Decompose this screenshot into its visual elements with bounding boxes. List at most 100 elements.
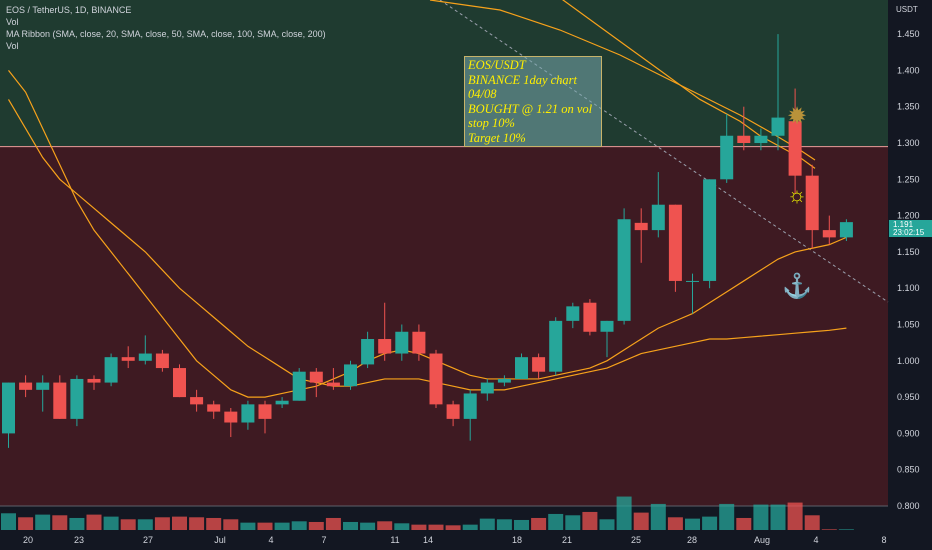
candle-body — [258, 404, 272, 419]
y-tick-label: 1.150 — [897, 247, 920, 257]
volume-bar — [86, 514, 102, 530]
currency-label: USDT — [896, 5, 918, 14]
price-axis-bg — [888, 0, 932, 550]
candle-body — [480, 382, 494, 394]
candle-body — [566, 306, 580, 321]
volume-bar — [1, 513, 16, 530]
x-tick-label: 28 — [687, 535, 697, 545]
y-tick-label: 0.900 — [897, 428, 920, 438]
countdown: 23:02:15 — [893, 228, 925, 237]
chart-legend: EOS / TetherUS, 1D, BINANCE Vol MA Ribbo… — [6, 4, 326, 52]
candle-body — [241, 404, 255, 423]
volume-bar — [445, 525, 461, 530]
volume-bar — [172, 516, 187, 530]
candle-body — [839, 222, 853, 238]
volume-bar — [496, 519, 512, 530]
legend-symbol[interactable]: EOS / TetherUS, 1D, BINANCE — [6, 5, 132, 15]
candle-body — [634, 222, 648, 231]
candle-body — [2, 382, 15, 434]
x-tick-label: Jul — [214, 535, 226, 545]
candle-body — [395, 331, 409, 354]
volume-bar — [565, 515, 581, 530]
candle-body — [36, 382, 50, 390]
candle-body — [822, 230, 836, 238]
candle-body — [600, 320, 614, 332]
volume-bar — [223, 519, 239, 530]
legend-ma-ribbon[interactable]: MA Ribbon (SMA, close, 20, SMA, close, 5… — [6, 29, 326, 39]
y-tick-label: 1.400 — [897, 65, 920, 75]
candle-body — [104, 357, 118, 383]
candle-body — [549, 320, 563, 372]
candle-body — [532, 357, 546, 372]
candle-body — [617, 219, 631, 321]
note-line-6: Target 10% — [468, 130, 526, 145]
volume-bar — [479, 518, 495, 530]
volume-bar — [428, 524, 444, 530]
volume-bar — [52, 515, 68, 530]
candle-body — [583, 302, 597, 332]
lower-zone — [0, 146, 888, 506]
volume-bar — [462, 524, 478, 530]
candle-body — [155, 353, 169, 369]
x-tick-label: 25 — [631, 535, 641, 545]
volume-bar — [240, 522, 256, 530]
volume-bar — [411, 524, 427, 530]
gear-sun-icon: ✹ — [787, 103, 807, 130]
note-line-1: EOS/USDT — [468, 58, 526, 72]
volume-bar — [308, 521, 324, 530]
volume-bar — [137, 519, 153, 530]
candle-body — [771, 117, 785, 136]
volume-bar — [770, 504, 786, 530]
y-tick-label: 1.100 — [897, 283, 920, 293]
candle-body — [70, 378, 84, 419]
anchor-icon: ⚓ — [782, 272, 812, 300]
x-tick-label: 11 — [390, 535, 399, 545]
volume-bar — [599, 519, 615, 530]
candle-body — [497, 378, 511, 383]
candle-body — [87, 378, 101, 383]
sun-icon: ☼ — [787, 182, 807, 207]
volume-bar — [360, 522, 376, 530]
candle-body — [378, 339, 392, 354]
legend-vol[interactable]: Vol — [6, 17, 19, 27]
ma-100-line — [429, 0, 816, 161]
volume-bar — [325, 517, 341, 530]
candle-body — [703, 179, 717, 281]
volume-bar — [633, 512, 649, 530]
candle-body — [309, 371, 323, 383]
volume-bar — [736, 517, 752, 530]
volume-bar — [804, 515, 820, 530]
candle-body — [805, 175, 819, 231]
note-line-5: stop 10% — [468, 116, 515, 130]
volume-bar — [787, 502, 803, 530]
volume-bar — [531, 517, 547, 530]
volume-bar — [154, 517, 170, 530]
candle-body — [275, 400, 289, 405]
candle-body — [668, 204, 682, 281]
note-line-3: 04/08 — [468, 87, 497, 101]
volume-bar — [702, 516, 718, 530]
volume-bar — [206, 517, 222, 530]
volume-bar — [377, 521, 393, 530]
x-tick-label: 27 — [143, 535, 153, 545]
ma-50-line — [7, 99, 847, 391]
x-tick-label: 4 — [268, 535, 273, 545]
volume-bar — [548, 513, 564, 530]
volume-bar — [667, 517, 683, 530]
trade-note[interactable]: EOS/USDT BINANCE 1day chart 04/08 BOUGHT… — [464, 56, 602, 147]
candle-body — [788, 121, 802, 176]
candle-body — [121, 357, 135, 361]
candle-body — [754, 135, 768, 143]
candle-body — [19, 382, 33, 390]
candle-body — [651, 204, 665, 231]
x-tick-label: 14 — [423, 535, 433, 545]
candle-body — [412, 331, 426, 354]
volume-bar — [753, 504, 769, 530]
x-tick-label: Aug — [754, 535, 770, 545]
volume-bar — [838, 529, 854, 530]
legend-vol-2[interactable]: Vol — [6, 41, 19, 51]
last-price-badge: 1.191 23:02:15 — [889, 220, 932, 237]
volume-bar — [514, 519, 529, 530]
volume-bar — [35, 514, 51, 530]
